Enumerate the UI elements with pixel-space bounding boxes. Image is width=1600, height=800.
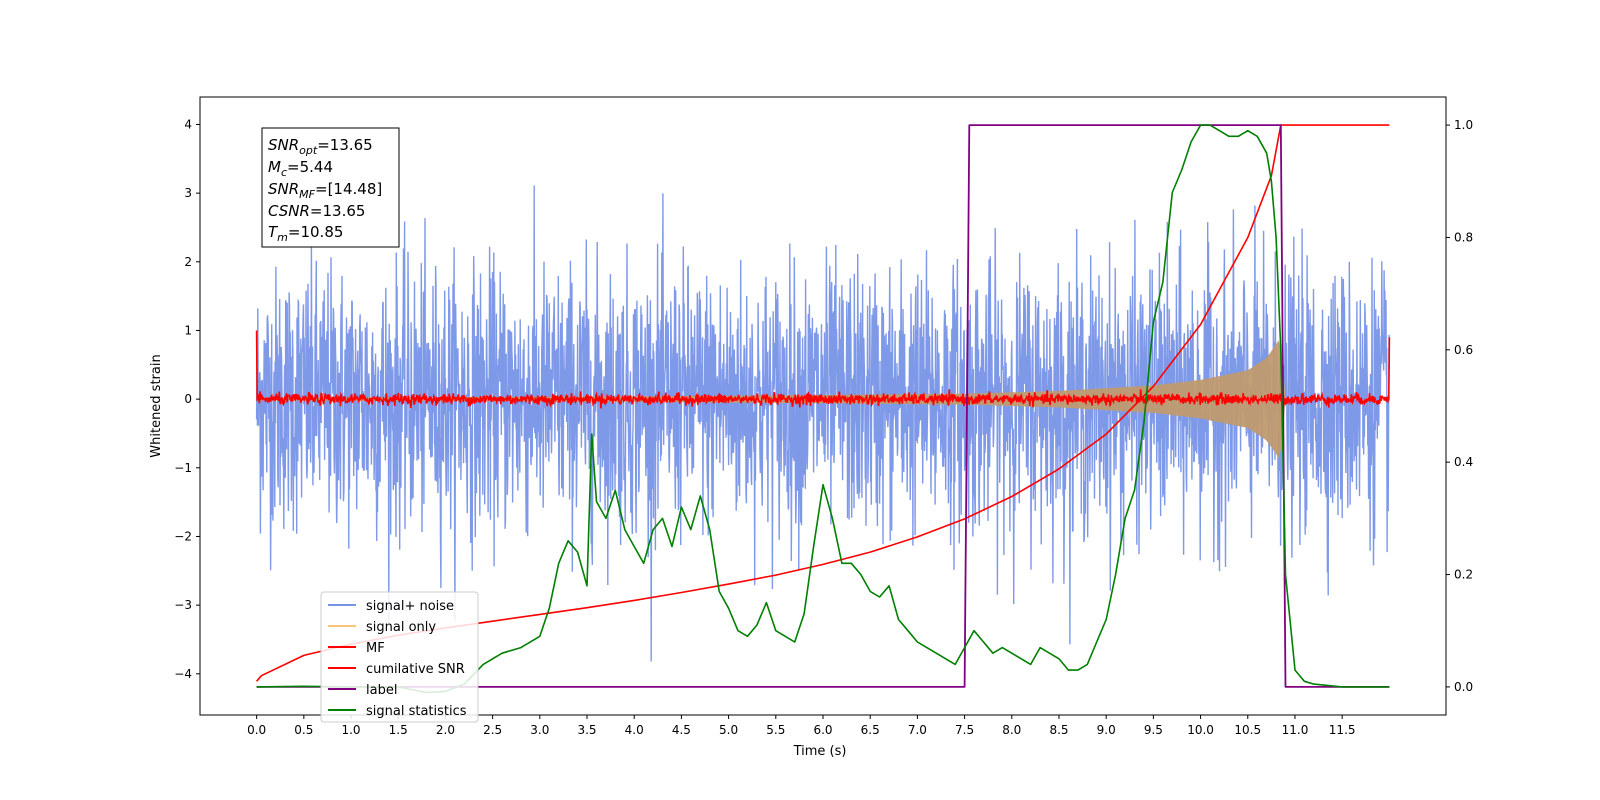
x-tick-label: 5.0 (719, 723, 738, 737)
y2-tick-label: 1.0 (1454, 118, 1473, 132)
x-tick-label: 5.5 (766, 723, 785, 737)
annotation-line: Tm=10.85 (268, 223, 343, 244)
y-tick-label: −3 (174, 598, 192, 612)
x-tick-label: 11.5 (1329, 723, 1356, 737)
x-tick-label: 2.0 (436, 723, 455, 737)
y2-tick-label: 0.2 (1454, 568, 1473, 582)
x-tick-label: 1.0 (341, 723, 360, 737)
x-tick-label: 7.5 (955, 723, 974, 737)
x-axis-label: Time (s) (793, 744, 847, 759)
series-signal-only (256, 340, 1286, 458)
y-tick-label: −4 (174, 667, 192, 681)
legend-entry: signal+ noise (366, 599, 454, 614)
x-tick-label: 6.5 (861, 723, 880, 737)
y-tick-label: 2 (184, 255, 192, 269)
y2-tick-label: 0.4 (1454, 455, 1473, 469)
legend-frame (320, 591, 479, 723)
series-mf (255, 330, 1391, 409)
annotation-box: SNRopt=13.65 Mc=5.44 SNRMF=[14.48] CSNR=… (261, 127, 400, 248)
legend: signal+ noise signal only MF cumilative SNR… (320, 591, 479, 723)
x-tick-label: 8.0 (1002, 723, 1021, 737)
x-tick-label: 7.0 (908, 723, 927, 737)
y-tick-label: −2 (174, 529, 192, 543)
legend-entry: cumilative SNR (366, 662, 465, 677)
x-tick-label: 3.5 (577, 723, 596, 737)
x-tick-label: 0.0 (247, 723, 266, 737)
y-tick-label: −1 (174, 461, 192, 475)
legend-entry: signal only (366, 620, 436, 635)
y-axis-label: Whitened strain (149, 354, 164, 457)
y-tick-label: 4 (184, 117, 192, 131)
x-tick-label: 10.5 (1234, 723, 1261, 737)
legend-entry: label (366, 683, 397, 698)
x-tick-label: 3.0 (530, 723, 549, 737)
x-tick-label: 10.0 (1187, 723, 1214, 737)
y-tick-label: 3 (184, 186, 192, 200)
x-tick-label: 9.0 (1097, 723, 1116, 737)
x-tick-label: 0.5 (294, 723, 313, 737)
annotation-line: SNRMF=[14.48] (268, 180, 382, 201)
legend-entry: MF (366, 641, 385, 656)
x-tick-label: 4.5 (672, 723, 691, 737)
y2-tick-label: 0.6 (1454, 343, 1473, 357)
x-tick-label: 11.0 (1282, 723, 1309, 737)
x-tick-label: 8.5 (1049, 723, 1068, 737)
x-tick-label: 2.5 (483, 723, 502, 737)
y2-tick-label: 0.8 (1454, 230, 1473, 244)
legend-entry: signal statistics (366, 704, 467, 719)
x-tick-label: 6.0 (813, 723, 832, 737)
x-tick-label: 9.5 (1144, 723, 1163, 737)
annotation-line: SNRopt=13.65 (268, 136, 373, 157)
x-tick-label: 4.0 (625, 723, 644, 737)
annotation-line: CSNR=13.65 (268, 202, 365, 220)
y-tick-label: 0 (184, 392, 192, 406)
y2-tick-label: 0.0 (1454, 680, 1473, 694)
y-tick-label: 1 (184, 323, 192, 337)
series-label (256, 124, 1390, 688)
annotation-line: Mc=5.44 (268, 158, 333, 179)
series-signal-statistics (256, 124, 1390, 694)
x-tick-label: 1.5 (389, 723, 408, 737)
